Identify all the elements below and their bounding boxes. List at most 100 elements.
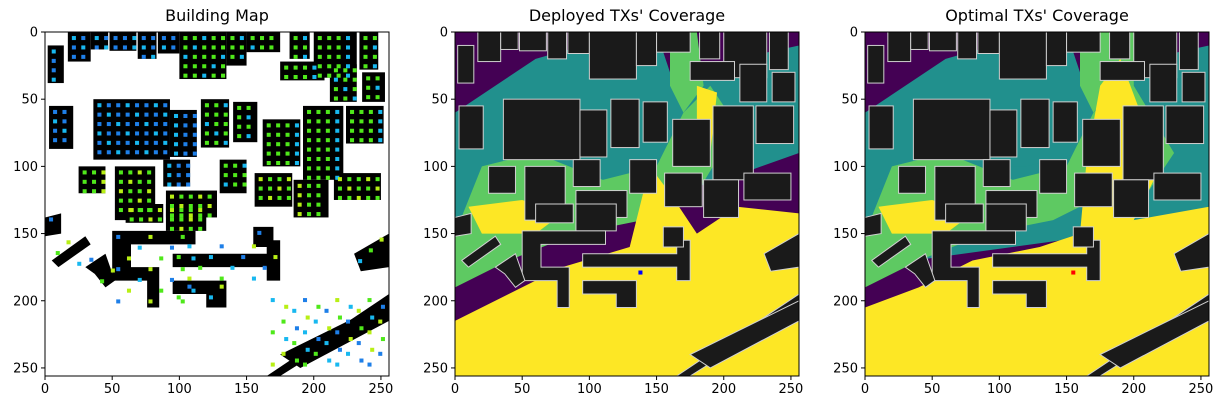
building-pixel (219, 244, 224, 249)
building-pixel (174, 123, 179, 128)
building-pixel (303, 65, 308, 70)
building-pixel (305, 315, 310, 320)
building-pixel (336, 36, 341, 41)
building (931, 230, 1016, 308)
x-tick-label: 0 (41, 382, 49, 397)
building-pixel (324, 308, 329, 313)
building-pixel (174, 132, 179, 137)
building-pixel (223, 163, 228, 168)
building-pixel (118, 198, 123, 203)
building-pixel (343, 77, 348, 82)
building-pixel (303, 54, 308, 59)
building (1074, 172, 1113, 208)
building-pixel (303, 298, 308, 303)
building-pixel (153, 122, 158, 127)
building-pixel (348, 304, 353, 309)
y-tick-label: 200 (833, 294, 858, 309)
building (494, 252, 526, 288)
building-pixel (325, 166, 330, 171)
building-pixel (327, 73, 332, 78)
deployed-coverage-panel: Deployed TXs' Coverage 0 50 100 150 200 250 0 5… (410, 0, 810, 407)
building-pixel (187, 284, 192, 289)
building-pixel (94, 36, 99, 41)
building-pixel (268, 177, 273, 182)
building-pixel (204, 103, 209, 108)
building (488, 165, 516, 194)
building-pixel (327, 64, 332, 69)
building-pixel (188, 213, 193, 218)
building-pixel (116, 122, 121, 127)
building-pixel (335, 109, 340, 114)
building-pixel (335, 128, 340, 133)
building-pixel (335, 175, 340, 180)
building-pixel (230, 54, 235, 59)
building-pixel (286, 186, 291, 191)
x-tick-label: 0 (861, 382, 869, 397)
building-pixel (324, 341, 329, 346)
building-pixel (183, 36, 188, 41)
building-pixel (292, 308, 297, 313)
building-pixel (106, 103, 111, 108)
building-pixel (167, 173, 172, 178)
building-pixel (192, 45, 197, 50)
tx-marker (638, 270, 643, 275)
building-pixel (276, 151, 281, 156)
x-tick-label: 250 (369, 382, 394, 397)
building-pixel (192, 151, 197, 156)
building-pixel (367, 362, 372, 367)
building-pixel (239, 45, 244, 50)
building-pixel (327, 36, 332, 41)
building-pixel (55, 251, 60, 256)
building-pixel (202, 36, 207, 41)
building-pixel (270, 362, 275, 367)
building-pixel (198, 217, 203, 222)
building-pixel (316, 166, 321, 171)
building (579, 109, 608, 158)
tx-marker (1071, 270, 1076, 275)
building (743, 172, 792, 201)
building-pixel (276, 123, 281, 128)
building-pixel (307, 212, 312, 217)
building-pixel (366, 186, 371, 191)
building-pixel (356, 308, 361, 313)
building (664, 172, 703, 208)
x-tick-label: 0 (451, 382, 459, 397)
building-pixel (137, 179, 142, 184)
building (572, 159, 601, 188)
building (689, 61, 735, 81)
building-pixel (129, 208, 134, 213)
building-pixel (51, 77, 56, 82)
building-pixel (237, 105, 242, 110)
building-pixel (223, 103, 228, 108)
building (868, 105, 894, 150)
building-pixel (327, 54, 332, 59)
building-pixel (223, 122, 228, 127)
building-pixel (380, 304, 385, 309)
building-pixel (327, 326, 332, 331)
building-pixel (176, 295, 181, 300)
building-pixel (180, 299, 185, 304)
building-pixel (97, 150, 102, 155)
building (985, 203, 1027, 232)
building-pixel (325, 156, 330, 161)
building-pixel (174, 151, 179, 156)
building-pixel (106, 131, 111, 136)
building-pixel (62, 119, 67, 124)
building-pixel (307, 183, 312, 188)
building-pixel (148, 234, 153, 239)
building-pixel (171, 45, 176, 50)
building-pixel (183, 45, 188, 50)
building (1020, 98, 1050, 149)
building (870, 235, 912, 268)
building-pixel (118, 179, 123, 184)
building (1165, 105, 1205, 145)
building-pixel (316, 183, 321, 188)
building (521, 230, 606, 308)
building-pixel (266, 142, 271, 147)
building-pixel (343, 87, 348, 92)
building-pixel (113, 45, 118, 50)
building-pixel (378, 128, 383, 133)
x-tick-label: 150 (644, 382, 669, 397)
building-pixel (368, 109, 373, 114)
building-pixel (148, 267, 153, 272)
